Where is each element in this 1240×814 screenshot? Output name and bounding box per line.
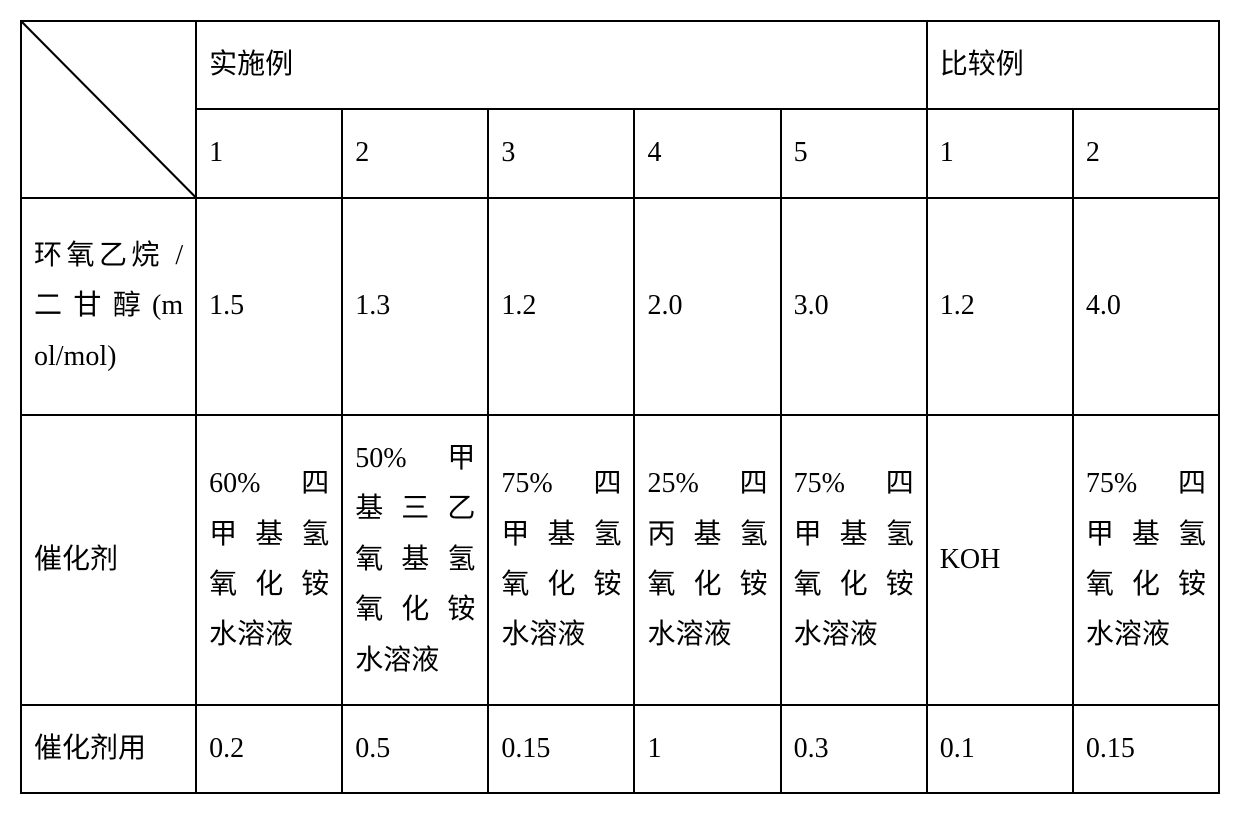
col-ex4: 4 <box>634 109 780 197</box>
cell-amount-ex4: 1 <box>634 705 780 793</box>
col-ex5: 5 <box>781 109 927 197</box>
cell-catalyst-ex5: 75% 四 甲 基 氢 氧 化 铵 水溶液 <box>781 415 927 705</box>
cell-ratio-ex1: 1.5 <box>196 198 342 415</box>
cell-ratio-ex2: 1.3 <box>342 198 488 415</box>
header-examples: 实施例 <box>196 21 927 109</box>
cell-amount-ex1: 0.2 <box>196 705 342 793</box>
col-ex3: 3 <box>488 109 634 197</box>
header-comparative: 比较例 <box>927 21 1219 109</box>
cell-catalyst-cmp1: KOH <box>927 415 1073 705</box>
cell-catalyst-ex2: 50% 甲 基 三 乙 氧 基 氢 氧 化 铵 水溶液 <box>342 415 488 705</box>
header-row-2: 1 2 3 4 5 1 2 <box>21 109 1219 197</box>
cell-ratio-ex3: 1.2 <box>488 198 634 415</box>
cell-catalyst-ex3: 75% 四 甲 基 氢 氧 化 铵 水溶液 <box>488 415 634 705</box>
cell-catalyst-cmp2: 75% 四 甲 基 氢 氧 化 铵 水溶液 <box>1073 415 1219 705</box>
cell-ratio-cmp1: 1.2 <box>927 198 1073 415</box>
corner-cell <box>21 21 196 198</box>
cell-ratio-ex4: 2.0 <box>634 198 780 415</box>
col-ex2: 2 <box>342 109 488 197</box>
cell-amount-ex2: 0.5 <box>342 705 488 793</box>
row-ratio-label: 环氧乙烷 / 二 甘 醇 (mol/mol) <box>21 198 196 415</box>
header-row-1: 实施例 比较例 <box>21 21 1219 109</box>
cell-amount-ex5: 0.3 <box>781 705 927 793</box>
row-amount-label: 催化剂用 <box>21 705 196 793</box>
row-catalyst-label: 催化剂 <box>21 415 196 705</box>
col-cmp2: 2 <box>1073 109 1219 197</box>
cell-ratio-ex5: 3.0 <box>781 198 927 415</box>
cell-catalyst-ex4: 25% 四 丙 基 氢 氧 化 铵 水溶液 <box>634 415 780 705</box>
row-catalyst: 催化剂 60% 四 甲 基 氢 氧 化 铵 水溶液 50% 甲 基 三 乙 氧 … <box>21 415 1219 705</box>
col-ex1: 1 <box>196 109 342 197</box>
cell-catalyst-ex1: 60% 四 甲 基 氢 氧 化 铵 水溶液 <box>196 415 342 705</box>
col-cmp1: 1 <box>927 109 1073 197</box>
data-table: 实施例 比较例 1 2 3 4 5 1 2 环氧乙烷 / 二 甘 醇 (mol/… <box>20 20 1220 794</box>
row-amount: 催化剂用 0.2 0.5 0.15 1 0.3 0.1 0.15 <box>21 705 1219 793</box>
cell-amount-cmp1: 0.1 <box>927 705 1073 793</box>
cell-ratio-cmp2: 4.0 <box>1073 198 1219 415</box>
row-ratio: 环氧乙烷 / 二 甘 醇 (mol/mol) 1.5 1.3 1.2 2.0 3… <box>21 198 1219 415</box>
diagonal-line-icon <box>22 22 195 197</box>
cell-amount-ex3: 0.15 <box>488 705 634 793</box>
cell-amount-cmp2: 0.15 <box>1073 705 1219 793</box>
